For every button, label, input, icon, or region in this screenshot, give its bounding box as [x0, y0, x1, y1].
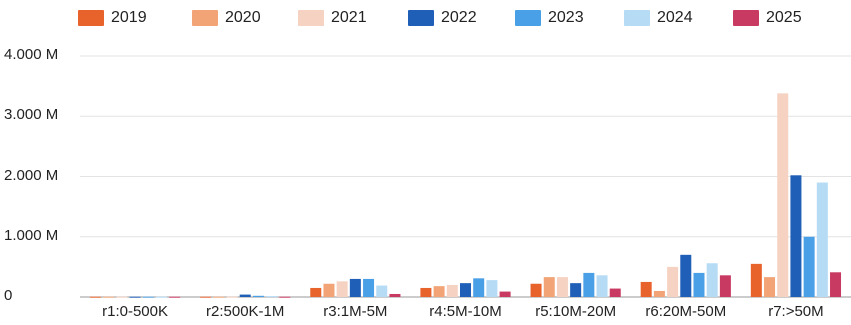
bar-2025-2	[389, 293, 401, 297]
legend-label: 2019	[111, 9, 147, 26]
bar-2021-6	[777, 93, 789, 297]
bar-2019-4	[530, 283, 542, 297]
legend-item-2019: 2019	[78, 8, 147, 28]
bar-2024-2	[376, 285, 388, 297]
bar-2023-5	[693, 272, 705, 297]
bar-2020-2	[323, 283, 335, 297]
legend-label: 2023	[548, 9, 584, 26]
bars	[89, 93, 842, 298]
y-tick-label: 1.000 M	[4, 226, 59, 244]
bar-2023-0	[142, 296, 154, 298]
bar-2021-1	[226, 296, 238, 298]
bar-2023-6	[803, 236, 815, 297]
bar-2024-5	[706, 263, 718, 297]
x-tick-label: r6:20M-50M	[645, 303, 727, 320]
bar-2024-6	[816, 182, 828, 297]
bar-2022-3	[460, 283, 471, 297]
legend-swatch	[192, 10, 218, 26]
y-tick-label: 4.000 M	[4, 46, 59, 63]
bar-2020-4	[543, 277, 555, 297]
legend-swatch	[78, 10, 104, 26]
bar-2020-1	[213, 296, 225, 298]
bar-2019-0	[89, 296, 101, 298]
bar-2021-4	[556, 277, 568, 297]
bar-2025-0	[169, 296, 181, 298]
legend-swatch	[624, 10, 650, 26]
legend-item-2022: 2022	[408, 8, 477, 28]
gridlines	[80, 55, 851, 298]
legend-swatch	[298, 10, 324, 26]
bar-2019-1	[200, 296, 212, 298]
x-tick-label: r4:5M-10M	[429, 303, 502, 320]
legend-label: 2025	[766, 9, 802, 26]
bar-2019-3	[420, 287, 432, 297]
bar-2022-2	[349, 278, 361, 297]
x-tick-label: r5:10M-20M	[535, 303, 617, 320]
bar-2022-6	[790, 175, 802, 297]
y-tick-label: 2.000 M	[4, 166, 59, 184]
bar-2020-6	[764, 277, 776, 297]
x-tick-label: r2:500K-1M	[206, 303, 285, 320]
legend-item-2025: 2025	[733, 8, 802, 28]
legend-swatch	[408, 10, 434, 26]
bar-2019-6	[750, 263, 762, 297]
bar-2023-2	[363, 278, 375, 297]
bar-2020-3	[433, 286, 445, 297]
legend-label: 2022	[441, 9, 477, 26]
bar-2024-0	[155, 296, 167, 298]
bar-2024-3	[486, 280, 498, 297]
bar-2023-3	[473, 278, 485, 297]
bar-2025-1	[279, 296, 291, 298]
bar-2019-5	[640, 281, 652, 297]
legend-item-2020: 2020	[192, 8, 261, 28]
bar-2022-4	[570, 283, 582, 297]
bar-2020-5	[653, 290, 665, 297]
legend-label: 2020	[225, 9, 261, 26]
x-tick-label: r7:>50M	[768, 303, 824, 320]
legend-swatch	[515, 10, 541, 26]
legend-swatch	[733, 10, 759, 26]
bar-2024-1	[266, 296, 278, 298]
bar-2022-5	[680, 254, 692, 297]
bar-2021-2	[336, 281, 348, 297]
bar-2025-3	[499, 291, 511, 297]
bar-2020-0	[103, 296, 115, 298]
bar-2023-1	[252, 295, 264, 297]
y-tick-label: 0	[4, 287, 13, 304]
x-tick-label: r1:0-500K	[102, 303, 168, 320]
bar-2025-6	[830, 272, 842, 297]
x-tick-label: r3:1M-5M	[323, 303, 388, 320]
legend-item-2023: 2023	[515, 8, 584, 28]
bar-2021-3	[446, 284, 458, 297]
bar-2025-4	[609, 288, 621, 297]
legend-item-2021: 2021	[298, 8, 367, 28]
bar-2024-4	[596, 275, 608, 297]
legend-item-2024: 2024	[624, 8, 693, 28]
bar-2021-0	[116, 296, 128, 298]
y-tick-label: 3.000 M	[4, 106, 59, 124]
bar-2022-0	[129, 296, 141, 298]
bar-2025-5	[719, 275, 731, 297]
bar-2022-1	[239, 294, 251, 297]
legend-label: 2021	[331, 9, 367, 26]
legend-label: 2024	[657, 9, 693, 26]
bar-2021-5	[667, 266, 679, 297]
bar-2019-2	[310, 287, 322, 297]
bar-2023-4	[583, 272, 595, 297]
